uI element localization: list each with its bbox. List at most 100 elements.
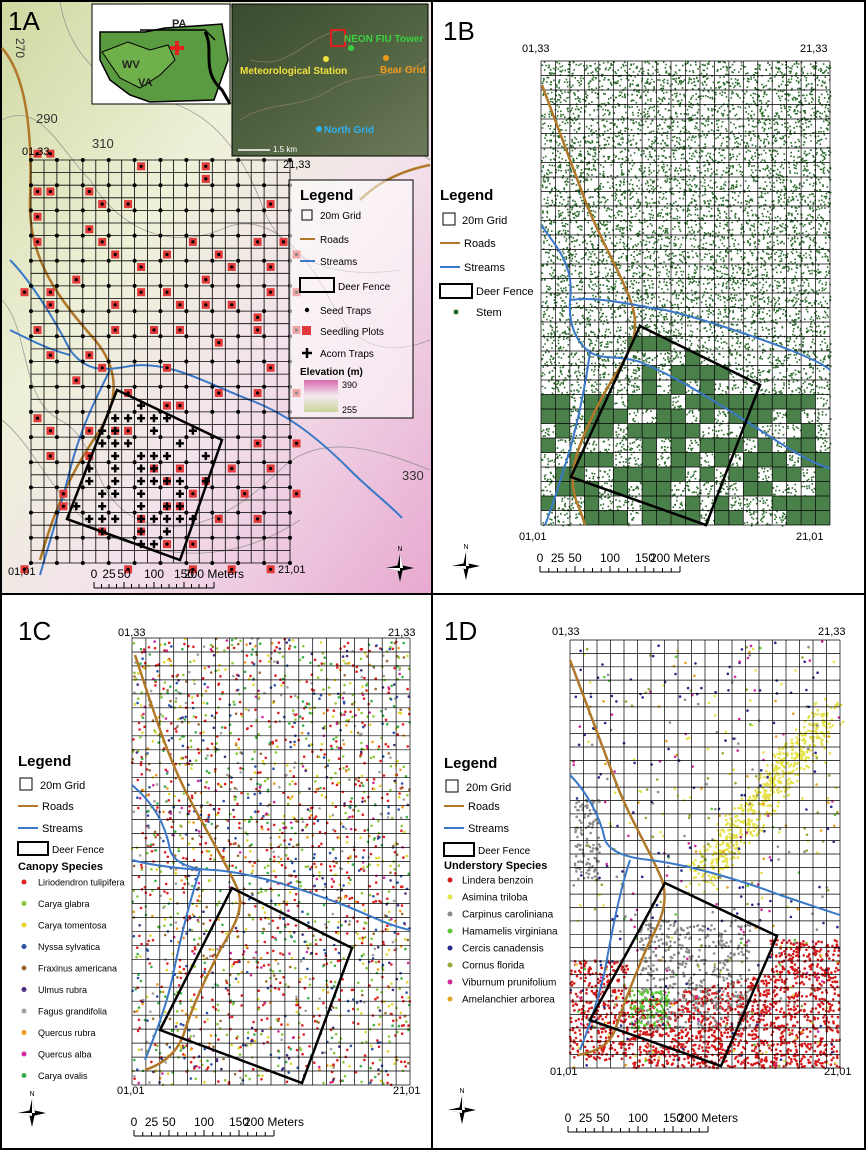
legend-grid: 20m Grid: [320, 211, 361, 222]
inset-state-map: PA WV VA: [91, 3, 232, 105]
state-label-va: VA: [138, 77, 153, 89]
scale-tick-label: 25: [551, 551, 565, 565]
scale-tick-label: 100: [144, 567, 164, 581]
legend-title: Legend: [300, 187, 353, 204]
species-list: Liriodendron tulipifera Carya glabra Carya…: [21, 878, 125, 1081]
scale-tick-label: 150: [174, 567, 194, 581]
panel-label: 1A: [8, 6, 40, 36]
species-label: Asimina triloba: [462, 893, 528, 904]
legend-grid: 20m Grid: [466, 782, 511, 794]
scale-tick-label: 100: [628, 1111, 648, 1125]
deer-fence: [65, 388, 224, 562]
stream-line-3: [544, 351, 591, 526]
scale-tick-label: 0: [565, 1111, 572, 1125]
legend-fence: Deer Fence: [338, 282, 391, 293]
species-label: Carpinus caroliniana: [462, 910, 554, 921]
contour-label-330: 330: [402, 468, 424, 483]
species-label: Carya ovalis: [38, 1071, 88, 1081]
legend-title: Legend: [18, 753, 71, 770]
scale-tick-label: 200 Meters: [244, 1115, 304, 1129]
stream-line-2: [569, 298, 831, 371]
legend-streams: Streams: [464, 262, 505, 274]
scale-tick-label: 200 Meters: [650, 551, 710, 565]
panel-b: 1B 01,33 21,33 01,01 21,01 Legend 20m Gr…: [439, 16, 832, 580]
panel-a: 1A 270 290 310 330 01,33 21,33 01,01 21,…: [1, 1, 431, 593]
stream-line-2: [144, 869, 201, 1061]
species-label: Quercus alba: [38, 1050, 92, 1060]
species-label: Lindera benzoin: [462, 876, 533, 887]
legend-roads: Roads: [42, 801, 74, 813]
legend-acorn-traps: Acorn Traps: [320, 349, 374, 360]
panel-d: 1D 01,33 21,33 01,01 21,01 Legend 20m Gr…: [443, 616, 852, 1133]
legend-streams: Streams: [320, 257, 357, 268]
scale-tick-label: 0: [91, 567, 98, 581]
corner-sw: 01,01: [8, 566, 36, 578]
scale-tick-label: 50: [117, 567, 131, 581]
species-label: Hamamelis virginiana: [462, 927, 558, 938]
species-label: Amelanchier arborea: [462, 995, 555, 1006]
legend-title: Legend: [444, 755, 497, 772]
species-label: Quercus rubra: [38, 1028, 96, 1038]
scale-tick-label: 25: [579, 1111, 593, 1125]
scale-tick-label: 200 Meters: [678, 1111, 738, 1125]
road-line: [1, 47, 115, 561]
stream-line: [131, 784, 411, 931]
species-label: Viburnum prunifolium: [462, 978, 556, 989]
scale-tick-label: 100: [600, 551, 620, 565]
species-label: Carya glabra: [38, 899, 90, 909]
scale-tick-label: 0: [131, 1115, 138, 1129]
contour-label-310: 310: [92, 136, 114, 151]
north-arrow-icon: N: [448, 1088, 476, 1124]
corner-ne: 21,33: [283, 159, 311, 171]
corner-nw: 01,33: [522, 43, 550, 55]
north-arrow-icon: N: [386, 546, 414, 582]
satellite-scale-label: 1.5 km: [273, 145, 297, 154]
met-station-label: Meteorological Station: [240, 66, 347, 77]
scale-tick-label: 0: [537, 551, 544, 565]
corner-sw: 01,01: [550, 1066, 578, 1078]
bear-grid-label: Bear Grid: [380, 65, 426, 76]
deer-fence: [588, 881, 779, 1068]
legend-roads: Roads: [464, 238, 496, 250]
scale-tick-label: 150: [663, 1111, 683, 1125]
scale-tick-label: 25: [145, 1115, 159, 1129]
legend-grid: 20m Grid: [40, 780, 85, 792]
stream-line-3: [131, 859, 201, 871]
legend-b: Legend 20m Grid Roads Streams Deer Fence…: [439, 187, 533, 319]
grid-lines: [569, 639, 841, 1069]
north-grid-label: North Grid: [324, 125, 374, 136]
site-marker-icon: [170, 41, 184, 55]
stream-line-2: [579, 859, 631, 1051]
legend-stem: Stem: [476, 307, 502, 319]
species-label: Ulmus rubra: [38, 985, 87, 995]
grid-20m: [131, 637, 411, 1086]
legend-elevation-title: Elevation (m): [300, 367, 363, 378]
legend-seedling-plots: Seedling Plots: [320, 327, 384, 338]
species-label: Liriodendron tulipifera: [38, 878, 125, 888]
road-line: [540, 84, 637, 526]
species-label: Cercis canadensis: [462, 944, 544, 955]
legend-elev-min: 255: [342, 405, 357, 415]
corner-se: 21,01: [278, 564, 306, 576]
scale-tick-label: 50: [568, 551, 582, 565]
species-label: Fraxinus americana: [38, 964, 117, 974]
legend-streams: Streams: [468, 823, 509, 835]
species-label: Cornus florida: [462, 961, 525, 972]
species-label: Fagus grandifolia: [38, 1007, 107, 1017]
legend-grid: 20m Grid: [462, 215, 507, 227]
stream-line-2: [9, 329, 71, 356]
north-label: N: [463, 544, 468, 551]
species-label: Nyssa sylvatica: [38, 942, 100, 952]
corner-sw: 01,01: [519, 531, 547, 543]
legend-fence: Deer Fence: [478, 846, 531, 857]
scale-tick-label: 50: [596, 1111, 610, 1125]
panel-c: 1C 01,33 21,33 01,01 21,01 Legend 20m Gr…: [17, 616, 421, 1137]
stream-line: [540, 224, 831, 469]
scale-tick-label: 150: [635, 551, 655, 565]
legend-c: Legend 20m Grid Roads Streams Deer Fence…: [17, 753, 125, 1081]
corner-sw: 01,01: [117, 1085, 145, 1097]
stream-line: [9, 259, 403, 519]
panel-label: 1D: [444, 616, 477, 646]
